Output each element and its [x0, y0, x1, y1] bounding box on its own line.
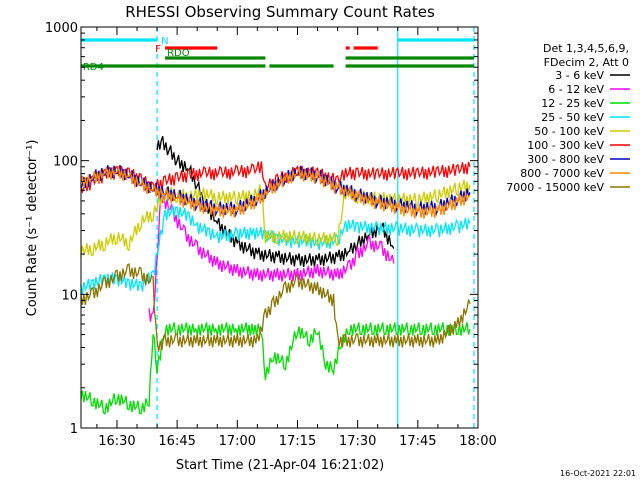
y-tick-label: 100: [53, 155, 78, 170]
y-tick-label: 10: [61, 288, 78, 303]
flag-label-rdo: RDO: [167, 48, 190, 59]
flag-label-rd4: RD4: [83, 62, 104, 73]
plot-area: NF RDO RD4 1 10 100 1000 16:30 16:45 17:00 17:15 17…: [45, 21, 497, 449]
legend-label-3-6-kev: 3 - 6 keV: [555, 69, 604, 82]
x-tick-label: 17:45: [399, 434, 436, 449]
x-tick-label: 17:00: [219, 434, 256, 449]
x-tick-label: 17:15: [279, 434, 316, 449]
series-6-12-kev: [148, 188, 395, 322]
series-25-50-kev: [80, 205, 471, 295]
x-tick-label: 16:30: [98, 434, 135, 449]
series-12-25-kev: [80, 322, 471, 415]
legend-label-25-50-kev: 25 - 50 keV: [541, 111, 604, 124]
legend-label-300-800-kev: 300 - 800 keV: [527, 153, 604, 166]
legend-label-50-100-kev: 50 - 100 keV: [534, 125, 604, 138]
x-tick-label: 18:00: [459, 434, 496, 449]
y-tick-label: 1000: [45, 21, 78, 36]
plot-frame: [80, 26, 479, 429]
legend-label-6-12-kev: 6 - 12 keV: [548, 83, 604, 96]
series-7000-15000-kev: [80, 263, 471, 352]
y-axis-label: Count Rate (s⁻¹ detector⁻¹): [25, 140, 40, 317]
legend-label-12-25-kev: 12 - 25 keV: [541, 97, 604, 110]
x-tick-label: 17:30: [339, 434, 376, 449]
series-50-100-kev: [80, 179, 471, 258]
chart-title: RHESSI Observing Summary Count Rates: [125, 3, 435, 21]
flag-label-f: F: [155, 44, 161, 55]
legend-label-800-7000-kev: 800 - 7000 keV: [520, 167, 604, 180]
x-tick-label: 16:45: [158, 434, 195, 449]
flag-label-n: N: [161, 36, 168, 47]
x-axis-label: Start Time (21-Apr-04 16:21:02): [176, 458, 384, 473]
legend-header-line-1: Det 1,3,4,5,6,9,: [543, 42, 629, 55]
legend-label-7000-15000-kev: 7000 - 15000 keV: [506, 181, 604, 194]
series-3-6-kev: [156, 135, 395, 267]
legend-label-100-300-kev: 100 - 300 keV: [527, 139, 604, 152]
footer-date: 16-Oct-2021 22:01: [560, 469, 636, 478]
series-800-7000-kev: [80, 165, 471, 219]
y-tick-label: 1: [70, 422, 78, 437]
legend-header-line-2: FDecim 2, Att 0: [544, 56, 629, 69]
